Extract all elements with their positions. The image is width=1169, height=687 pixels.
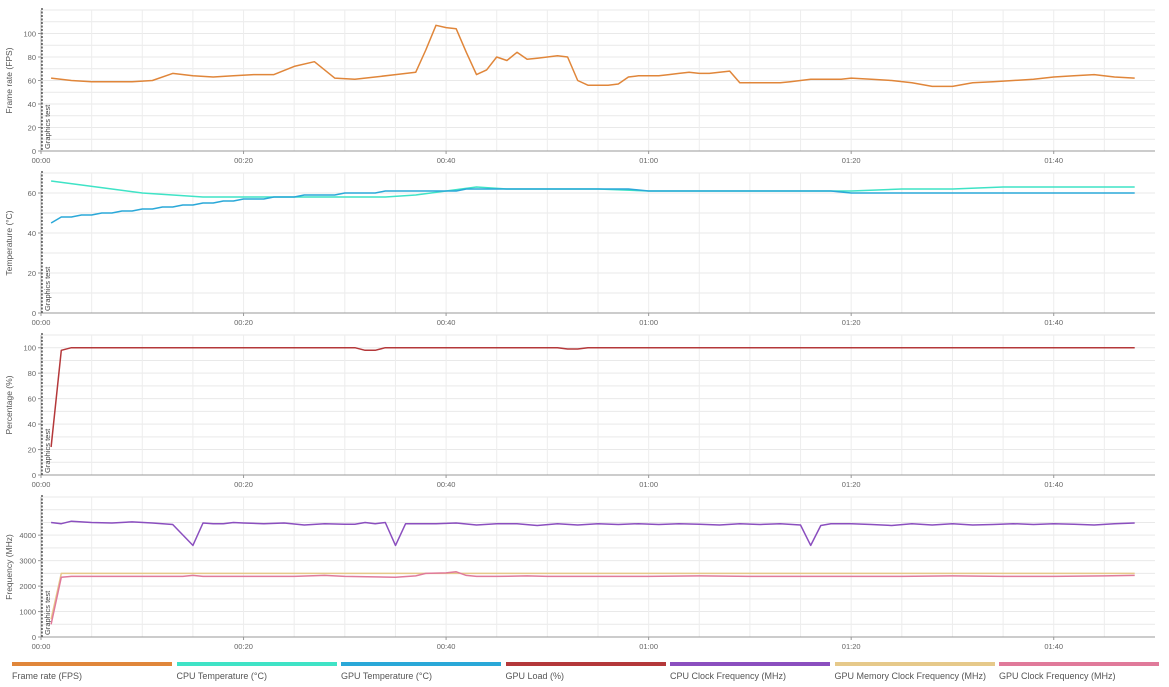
y-axis-label: Frequency (MHz) <box>4 534 14 600</box>
y-tick-label: 20 <box>28 124 36 133</box>
graphics-test-label: Graphics test <box>43 266 52 311</box>
charts-area: 0 20 40 60 80 100 00:00 00:20 00:40 01:00 01:20 01:… <box>4 8 1155 650</box>
y-tick-label: 40 <box>28 229 36 238</box>
legend-swatch <box>999 662 1159 666</box>
y-tick-label: 3000 <box>19 557 36 566</box>
legend-swatch <box>834 662 995 666</box>
legend-label: CPU Clock Frequency (MHz) <box>670 671 787 681</box>
x-tick-label: 00:20 <box>234 156 253 165</box>
legend: Frame rate (FPS) CPU Temperature (°C) GPU … <box>12 662 1164 684</box>
x-tick-label: 01:20 <box>842 480 861 489</box>
x-tick-label: 01:40 <box>1044 480 1063 489</box>
legend-item[interactable]: CPU Clock Frequency (MHz) <box>670 662 830 684</box>
legend-item[interactable]: GPU Temperature (°C) <box>341 662 501 684</box>
chart-panel-3: 0 20 40 60 80 100 00:00 00:20 00:40 01:00 01:20 01:… <box>4 333 1155 489</box>
legend-swatch <box>176 662 337 666</box>
y-tick-label: 40 <box>28 100 36 109</box>
y-tick-label: 20 <box>28 269 36 278</box>
x-tick-label: 00:20 <box>234 318 253 327</box>
y-tick-label: 100 <box>23 30 36 39</box>
series-line-3 <box>50 571 1135 625</box>
legend-swatch <box>505 662 666 666</box>
legend-label: GPU Load (%) <box>505 671 565 681</box>
legend-label: GPU Memory Clock Frequency (MHz) <box>834 671 987 681</box>
y-axis-label: Temperature (°C) <box>4 210 14 275</box>
y-tick-label: 60 <box>28 395 36 404</box>
x-tick-label: 00:20 <box>234 480 253 489</box>
series-line-2 <box>50 572 1135 620</box>
x-tick-label: 00:00 <box>32 480 51 489</box>
x-tick-label: 01:40 <box>1044 642 1063 650</box>
y-tick-label: 1000 <box>19 608 36 617</box>
y-tick-label: 0 <box>32 147 36 156</box>
legend-item[interactable]: CPU Temperature (°C) <box>176 662 337 684</box>
y-tick-label: 80 <box>28 53 36 62</box>
x-tick-label: 00:00 <box>32 642 51 650</box>
y-tick-label: 0 <box>32 309 36 318</box>
y-tick-label: 100 <box>23 344 36 353</box>
legend-label: GPU Clock Frequency (MHz) <box>999 671 1116 681</box>
series-line-1 <box>51 24 1135 88</box>
series-line-1 <box>50 346 1135 448</box>
graphics-test-label: Graphics test <box>43 104 52 149</box>
series-line-2 <box>50 188 1135 224</box>
legend-swatch <box>670 662 830 666</box>
y-tick-label: 20 <box>28 446 36 455</box>
y-tick-label: 80 <box>28 369 36 378</box>
graphics-test-label: Graphics test <box>43 590 52 635</box>
x-tick-label: 01:20 <box>842 156 861 165</box>
y-axis-label: Frame rate (FPS) <box>4 47 14 113</box>
x-tick-label: 01:00 <box>639 318 658 327</box>
legend-swatch <box>12 662 172 666</box>
legend-item[interactable]: Frame rate (FPS) <box>12 662 172 684</box>
y-tick-label: 60 <box>28 189 36 198</box>
x-tick-label: 01:20 <box>842 318 861 327</box>
x-tick-label: 01:00 <box>639 642 658 650</box>
series-line-1 <box>51 520 1135 547</box>
x-tick-label: 01:40 <box>1044 318 1063 327</box>
x-tick-label: 00:00 <box>32 318 51 327</box>
x-tick-label: 01:00 <box>639 156 658 165</box>
x-tick-label: 00:40 <box>437 642 456 650</box>
x-tick-label: 00:20 <box>234 642 253 650</box>
legend-item[interactable]: GPU Load (%) <box>505 662 666 684</box>
x-tick-label: 01:00 <box>639 480 658 489</box>
series-line-1 <box>51 180 1135 198</box>
y-tick-label: 0 <box>32 471 36 480</box>
chart-panel-4: 0 1000 2000 3000 4000 00:00 00:20 00:40 01:00 01:… <box>4 495 1155 650</box>
legend-item[interactable]: GPU Memory Clock Frequency (MHz) <box>834 662 995 684</box>
x-tick-label: 00:00 <box>32 156 51 165</box>
y-tick-label: 2000 <box>19 582 36 591</box>
y-tick-label: 60 <box>28 77 36 86</box>
y-tick-label: 0 <box>32 633 36 642</box>
y-tick-label: 4000 <box>19 531 36 540</box>
legend-swatch <box>341 662 501 666</box>
chart-panel-1: 0 20 40 60 80 100 00:00 00:20 00:40 01:00 01:20 01:… <box>4 8 1155 165</box>
y-tick-label: 40 <box>28 420 36 429</box>
legend-label: GPU Temperature (°C) <box>341 671 432 681</box>
x-tick-label: 01:20 <box>842 642 861 650</box>
x-tick-label: 00:40 <box>437 156 456 165</box>
y-axis-label: Percentage (%) <box>4 375 14 434</box>
legend-label: CPU Temperature (°C) <box>176 671 267 681</box>
x-tick-label: 01:40 <box>1044 156 1063 165</box>
x-tick-label: 00:40 <box>437 480 456 489</box>
legend-label: Frame rate (FPS) <box>12 671 83 681</box>
x-tick-label: 00:40 <box>437 318 456 327</box>
legend-item[interactable]: GPU Clock Frequency (MHz) <box>999 662 1159 684</box>
graphics-test-label: Graphics test <box>43 428 52 473</box>
chart-panel-2: 0 20 40 60 00:00 00:20 00:40 01:00 01:20 01:40 Tem… <box>4 171 1155 327</box>
